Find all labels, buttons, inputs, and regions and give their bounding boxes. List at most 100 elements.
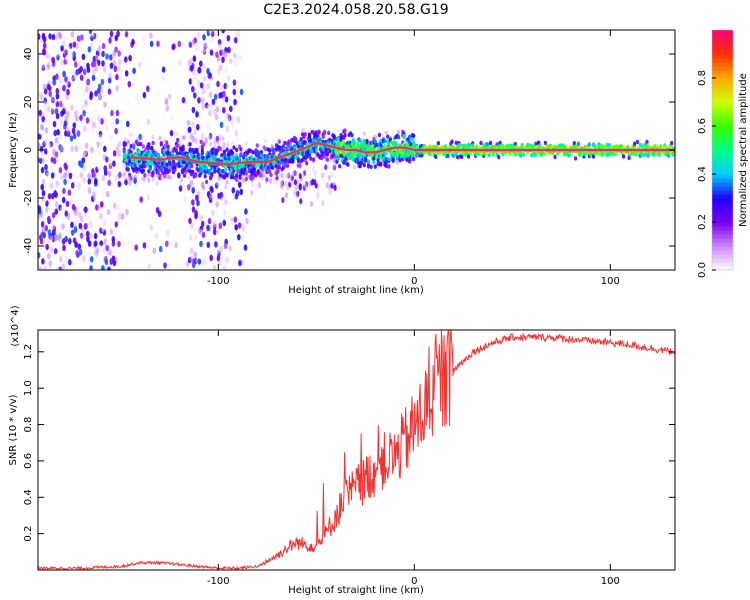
spectrogram-cell xyxy=(204,257,209,265)
spectrogram-cell xyxy=(186,184,191,191)
spectrogram-cell xyxy=(238,173,243,180)
spectrogram-cell xyxy=(189,247,194,254)
spectrogram-cell xyxy=(218,105,223,112)
spectrogram-cell xyxy=(166,144,170,149)
spectrogram-cell xyxy=(232,88,237,96)
spectrogram-cell xyxy=(146,118,151,126)
spectrogram-cell xyxy=(85,230,90,238)
spectrogram-cell xyxy=(221,48,225,56)
spectrogram-cell xyxy=(202,48,207,55)
spectrogram-cell xyxy=(94,65,98,72)
spectrogram-cell xyxy=(184,228,189,236)
spectrogram-cell xyxy=(269,172,273,178)
spectrogram-cell xyxy=(40,166,45,174)
spectrogram-cell xyxy=(234,59,239,67)
colorbar-cell xyxy=(712,206,733,211)
spectrogram-cell xyxy=(40,149,44,157)
spectrogram-cell xyxy=(105,124,109,132)
spectrogram-cell xyxy=(191,206,196,213)
colorbar-cell xyxy=(712,62,733,67)
spectrogram-cell xyxy=(101,175,106,182)
spectrogram-cell xyxy=(237,125,241,132)
spectrogram-cell xyxy=(89,256,94,263)
spectrogram-cell xyxy=(176,30,181,34)
spectrogram-cell xyxy=(239,147,243,152)
spectrogram-cell xyxy=(394,152,398,157)
spectrogram-cell xyxy=(71,75,75,82)
spectrogram-cell xyxy=(151,140,155,146)
spectrogram-cell xyxy=(115,213,120,221)
spectrogram-cell xyxy=(112,53,116,60)
spectrogram-cell xyxy=(97,45,102,52)
spectrogram-cell xyxy=(154,150,158,156)
colorbar-cell xyxy=(712,250,733,255)
spectrogram-heatmap xyxy=(38,30,675,270)
spectrogram-cell xyxy=(96,59,101,67)
spectrogram-cell xyxy=(54,137,59,144)
spectrogram-cell xyxy=(397,135,401,140)
spectrogram-cell xyxy=(399,150,403,155)
spectrogram-cell xyxy=(358,138,362,143)
spectrogram-cell xyxy=(126,120,130,128)
spectrogram-cell xyxy=(125,208,129,216)
spectrogram-cell xyxy=(108,72,112,80)
spectrogram-cell xyxy=(301,151,305,157)
spectrogram-cell xyxy=(232,52,237,59)
spectrogram-cell xyxy=(63,178,67,186)
spectrogram-cell xyxy=(68,238,72,245)
spectrogram-cell xyxy=(83,68,87,76)
spectrogram-cell xyxy=(251,175,255,180)
spectrogram-cell xyxy=(193,234,198,241)
spectrogram-cell xyxy=(196,199,200,207)
spectrogram-cell xyxy=(323,154,327,159)
spectrogram-cell xyxy=(62,70,66,78)
spectrogram-cell xyxy=(71,252,76,259)
spectrogram-cell xyxy=(71,127,76,135)
spectrogram-cell xyxy=(290,175,294,182)
spectrogram-cell xyxy=(43,119,48,126)
spectrogram-cell xyxy=(211,150,215,156)
spectrogram-cell xyxy=(52,256,56,263)
colorbar-cell xyxy=(712,190,733,195)
spectrogram-cell xyxy=(109,30,114,37)
spectrogram-cell xyxy=(73,226,78,233)
spectrogram-cell xyxy=(281,165,285,170)
spectrogram-cell xyxy=(109,62,114,69)
spectrogram-cell xyxy=(127,240,131,247)
spectrogram-cell xyxy=(139,141,143,147)
spectrogram-cell xyxy=(301,172,305,179)
spectrogram-cell xyxy=(217,123,221,130)
spectrogram-cell xyxy=(242,178,246,183)
spectrogram-cell xyxy=(280,173,284,178)
spectrogram-cell xyxy=(221,136,225,141)
spectrogram-cell xyxy=(350,152,354,158)
spectrogram-cell xyxy=(450,139,454,144)
spectrogram-cell xyxy=(116,65,121,72)
spectrogram-cell xyxy=(231,187,236,194)
spectrogram-cell xyxy=(355,141,360,147)
colorbar-cell xyxy=(712,202,733,207)
spectrogram-cell xyxy=(244,208,248,215)
spectrogram-cell xyxy=(192,55,197,62)
spectrogram-cell xyxy=(317,129,321,134)
spectrogram-cell xyxy=(521,152,526,157)
spectrogram-cell xyxy=(269,177,273,184)
spectrogram-cell xyxy=(235,177,239,183)
spectrogram-cell xyxy=(143,164,147,169)
spectrogram-cell xyxy=(92,32,97,40)
spectrogram-cell xyxy=(115,73,119,81)
spectrogram-cell xyxy=(54,191,58,198)
spectrogram-cell xyxy=(126,167,130,172)
spectrogram-cell xyxy=(228,171,232,176)
spectrogram-cell xyxy=(186,119,191,127)
spectrogram-cell xyxy=(289,175,293,181)
spectrogram-cell xyxy=(49,161,54,168)
colorbar-cell xyxy=(712,98,733,103)
spectrogram-cell xyxy=(206,83,210,90)
spectrogram-cell xyxy=(87,214,91,221)
spectrogram-cell xyxy=(128,179,132,186)
spectrogram-cell xyxy=(42,49,47,56)
spectrogram-cell xyxy=(103,145,107,153)
spectrogram-cell xyxy=(45,188,50,195)
spectrogram-cell xyxy=(248,148,253,153)
